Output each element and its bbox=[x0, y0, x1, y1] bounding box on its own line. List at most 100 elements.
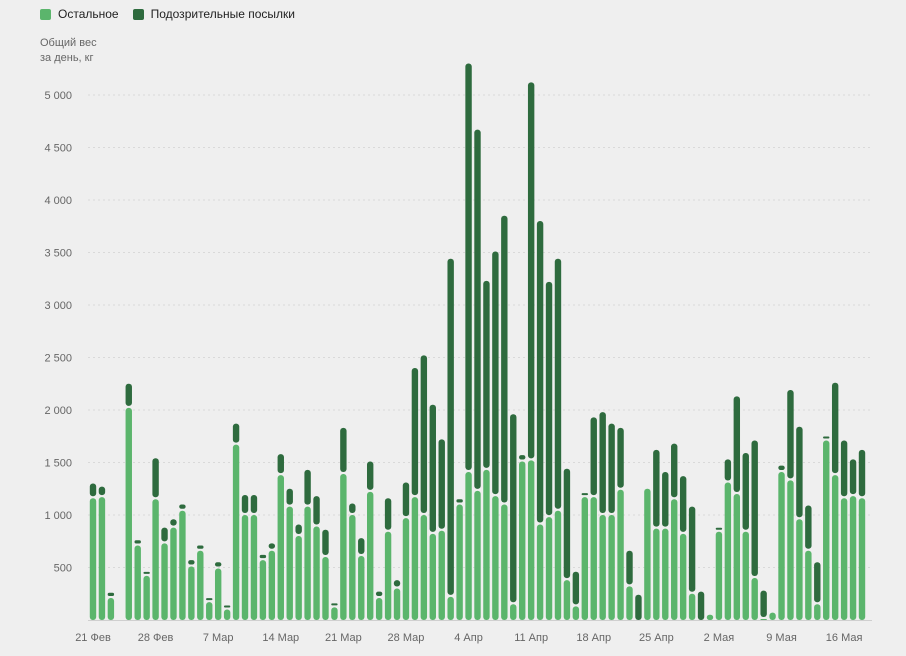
bar-segment-suspicious bbox=[742, 453, 749, 530]
bar-segment-suspicious bbox=[206, 598, 213, 601]
x-tick-label: 14 Мар bbox=[262, 632, 299, 644]
bar-segment-other bbox=[375, 597, 383, 620]
bar-segment-suspicious bbox=[679, 476, 687, 532]
bar-segment-suspicious bbox=[831, 382, 839, 474]
bar-segment-other bbox=[214, 568, 222, 620]
y-axis-title-line2: за день, кг bbox=[40, 52, 94, 64]
bar-segment-other bbox=[277, 475, 284, 620]
bar-segment-other bbox=[733, 494, 741, 620]
bar-segment-other bbox=[125, 407, 132, 620]
bar-segment-suspicious bbox=[510, 414, 517, 603]
y-tick-label: 1 000 bbox=[44, 510, 72, 522]
bar-segment-suspicious bbox=[214, 562, 222, 567]
bar-segment-suspicious bbox=[250, 495, 258, 513]
bar-segment-suspicious bbox=[322, 529, 329, 555]
bar-segment-suspicious bbox=[751, 440, 758, 576]
bar-segment-suspicious bbox=[688, 506, 696, 592]
bar-segment-other bbox=[366, 491, 374, 620]
bar-segment-other bbox=[572, 606, 580, 620]
bar-segment-other bbox=[688, 593, 696, 620]
y-tick-label: 3 000 bbox=[44, 300, 72, 312]
x-tick-label: 9 Мая bbox=[766, 632, 797, 644]
x-tick-label: 28 Мар bbox=[388, 632, 425, 644]
bar-segment-other bbox=[590, 497, 597, 620]
bar-segment-other bbox=[134, 545, 141, 620]
bar-segment-suspicious bbox=[259, 554, 267, 559]
bar-segment-suspicious bbox=[143, 571, 150, 574]
bar-segment-suspicious bbox=[796, 426, 803, 518]
bar-segment-suspicious bbox=[519, 455, 526, 460]
bar-segment-other bbox=[295, 536, 302, 620]
bar-segment-suspicious bbox=[438, 439, 445, 529]
bar-segment-suspicious bbox=[179, 504, 186, 509]
bar-segment-other bbox=[519, 461, 526, 620]
bar-segment-suspicious bbox=[366, 461, 374, 490]
legend-label-other: Остальное bbox=[58, 7, 119, 21]
bar-segment-suspicious bbox=[849, 459, 857, 495]
bar-segment-suspicious bbox=[474, 129, 481, 489]
bar-segment-other bbox=[831, 475, 839, 620]
y-axis-title-line1: Общий вес bbox=[40, 37, 97, 49]
bar-segment-other bbox=[304, 506, 311, 620]
bar-segment-other bbox=[760, 618, 767, 620]
legend-item-suspicious[interactable]: Подозрительные посылки bbox=[132, 7, 295, 21]
bar-segment-other bbox=[143, 575, 150, 620]
bar-segment-other bbox=[349, 515, 356, 620]
legend-swatch-other bbox=[40, 8, 51, 20]
bar-segment-suspicious bbox=[554, 258, 562, 509]
bar-segment-suspicious bbox=[286, 488, 293, 505]
y-tick-label: 3 500 bbox=[44, 248, 72, 260]
bar-segment-suspicious bbox=[456, 499, 463, 503]
bar-segment-other bbox=[322, 557, 329, 620]
bar-segment-suspicious bbox=[590, 417, 597, 496]
bar-segment-other bbox=[608, 515, 615, 620]
bar-segment-suspicious bbox=[760, 590, 767, 617]
bar-segment-suspicious bbox=[527, 82, 535, 459]
bar-segment-suspicious bbox=[608, 423, 615, 513]
bar-segment-other bbox=[554, 510, 562, 620]
bar-segment-suspicious bbox=[662, 471, 669, 527]
bar-segment-suspicious bbox=[223, 605, 231, 608]
bar-segment-other bbox=[358, 555, 365, 620]
y-tick-label: 500 bbox=[54, 563, 72, 575]
bar-segment-suspicious bbox=[384, 498, 392, 530]
bar-segment-suspicious bbox=[197, 545, 204, 549]
bar-segment-suspicious bbox=[358, 538, 365, 554]
y-tick-label: 4 000 bbox=[44, 195, 72, 207]
bar-segment-other bbox=[796, 519, 803, 620]
bar-segment-suspicious bbox=[429, 404, 436, 532]
bar-segment-other bbox=[653, 528, 660, 620]
x-tick-label: 11 Апр bbox=[514, 632, 548, 644]
y-tick-label: 2 000 bbox=[44, 405, 72, 417]
bar-segment-other bbox=[447, 596, 454, 620]
x-tick-label: 16 Мая bbox=[826, 632, 863, 644]
bar-segment-other bbox=[402, 518, 410, 620]
bar-segment-other bbox=[679, 533, 687, 620]
bar-segment-suspicious bbox=[125, 383, 132, 406]
bar-segment-other bbox=[545, 517, 553, 620]
bar-segment-other bbox=[161, 543, 168, 620]
x-tick-label: 2 Мая bbox=[704, 632, 735, 644]
bar-segment-suspicious bbox=[858, 449, 866, 497]
bar-segment-suspicious bbox=[581, 493, 589, 496]
bar-segment-suspicious bbox=[331, 603, 338, 606]
x-tick-label: 21 Фев bbox=[75, 632, 111, 644]
legend: Остальное Подозрительные посылки bbox=[40, 7, 295, 21]
legend-swatch-suspicious bbox=[132, 8, 144, 20]
legend-label-suspicious: Подозрительные посылки bbox=[150, 7, 295, 21]
legend-item-other[interactable]: Остальное bbox=[40, 7, 119, 21]
bar-segment-other bbox=[483, 469, 490, 620]
x-tick-label: 4 Апр bbox=[454, 632, 483, 644]
bar-segment-suspicious bbox=[98, 486, 106, 496]
bar-segment-other bbox=[527, 460, 535, 620]
bar-segment-suspicious bbox=[545, 281, 553, 516]
bar-segment-suspicious bbox=[232, 423, 240, 443]
bar-segment-other bbox=[823, 440, 830, 620]
bar-segment-other bbox=[393, 588, 401, 620]
bar-segment-suspicious bbox=[402, 482, 410, 517]
bar-segment-other bbox=[501, 504, 508, 620]
bar-segment-other bbox=[617, 489, 624, 620]
bar-segment-suspicious bbox=[778, 465, 785, 470]
bar-segment-other bbox=[563, 580, 571, 620]
y-tick-label: 1 500 bbox=[44, 458, 72, 470]
